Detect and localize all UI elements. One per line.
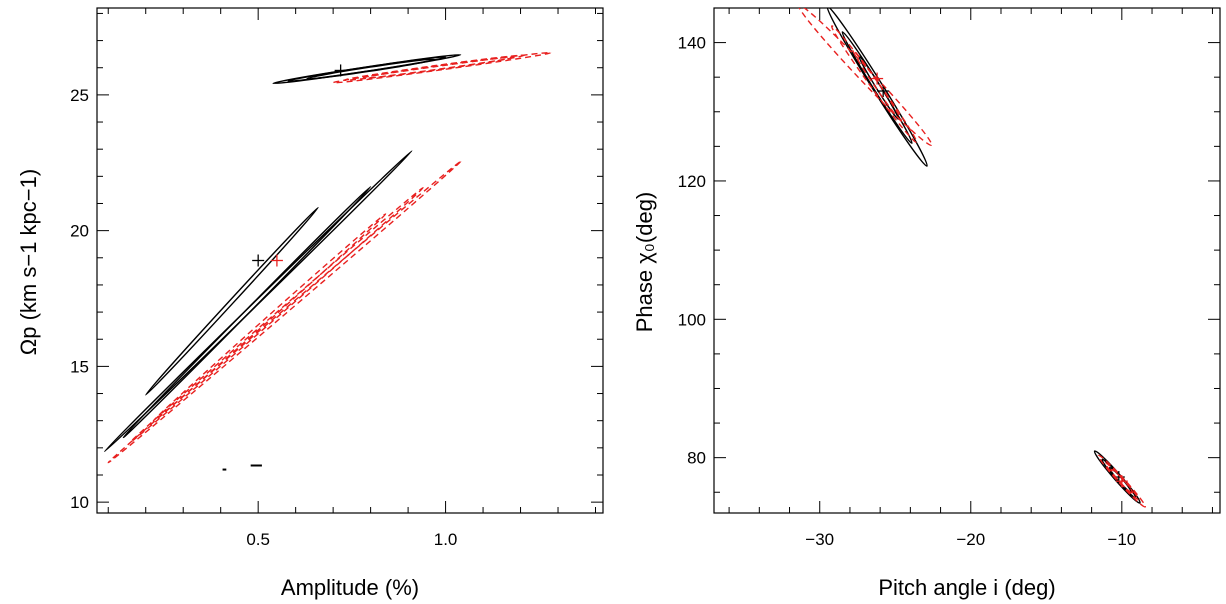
red-dashed-contour — [107, 160, 462, 464]
y-tick-label: 140 — [678, 34, 706, 53]
plot-frame — [713, 7, 1221, 514]
y-tick-label: 20 — [70, 222, 89, 241]
plot-area — [103, 51, 552, 471]
red-best-fit-marker — [270, 254, 283, 267]
black-solid-contour — [103, 150, 413, 453]
x-tick-label: −30 — [805, 530, 834, 549]
x-tick-label: 1.0 — [434, 530, 458, 549]
y-tick-label: 80 — [687, 449, 706, 468]
y-axis-label: Phase χ₀(deg) — [632, 192, 657, 333]
y-tick-label: 100 — [678, 310, 706, 329]
y-tick-label: 25 — [70, 86, 89, 105]
red-dashed-contour — [130, 187, 424, 443]
red-dashed-contour — [1110, 468, 1134, 494]
x-tick-label: −20 — [956, 530, 985, 549]
y-axis-label: Ωp (km s−1 kpc−1) — [16, 169, 41, 355]
red-dashed-contour — [1097, 454, 1147, 508]
red-dashed-contour — [830, 25, 918, 143]
plot-area — [797, 8, 1147, 508]
red-dashed-contour — [152, 213, 387, 422]
x-axis-label: Amplitude (%) — [281, 575, 419, 600]
red-best-fit-marker — [1115, 475, 1128, 488]
plot-frame — [96, 7, 604, 514]
y-tick-label: 10 — [70, 493, 89, 512]
black-solid-contour — [306, 58, 436, 80]
black-best-fit-marker — [252, 254, 265, 267]
x-tick-label: 0.5 — [246, 530, 270, 549]
black-solid-contour — [122, 185, 372, 439]
black-solid-contour — [145, 206, 319, 396]
red-best-fit-marker — [871, 72, 884, 85]
black-best-fit-marker — [877, 85, 890, 98]
red-dashed-contour — [852, 49, 903, 122]
y-tick-label: 120 — [678, 172, 706, 191]
x-tick-label: −10 — [1107, 530, 1136, 549]
left-panel-omega-vs-amplitude: 0.5 1.0 10 15 20 25 Amplitude (%) Ωp (km s−1 kp… — [16, 7, 604, 600]
red-dashed-contour — [1104, 462, 1140, 501]
x-axis-label: Pitch angle i (deg) — [878, 575, 1055, 600]
black-solid-contour — [826, 8, 928, 167]
red-dashed-contour — [362, 56, 514, 79]
black-best-fit-marker — [334, 64, 347, 77]
y-tick-label: 15 — [70, 357, 89, 376]
right-panel-phase-vs-pitch: −30 −20 −10 80 100 120 140 Pitch angle i (deg) P… — [632, 7, 1221, 600]
